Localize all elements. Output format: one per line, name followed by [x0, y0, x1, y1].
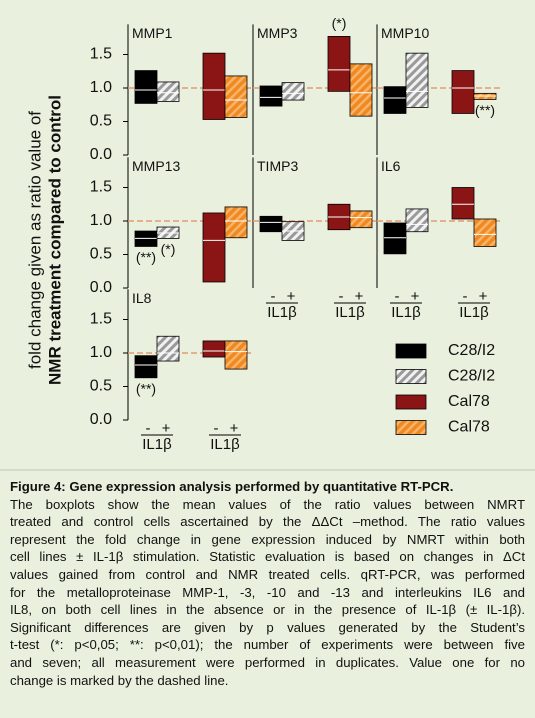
caption: Figure 4: Gene expression analysis perfo…: [10, 478, 525, 689]
box: [405, 208, 429, 233]
annotation: (**): [136, 380, 156, 396]
box: [451, 70, 475, 114]
y-tick-label: 0.0: [90, 279, 112, 296]
caption-line: for the metalloproteinase MMP-1, -3, -10…: [10, 584, 525, 600]
y-tick-label: 0.0: [90, 411, 112, 428]
y-tick-label: 0.5: [90, 246, 112, 263]
caption-line: t-test (*: p<0,05; **: p<0,01); the numb…: [10, 637, 525, 653]
box: [259, 85, 283, 107]
y-tick-label: 1.0: [90, 79, 112, 96]
caption-line: represent the fold change in gene expres…: [10, 531, 525, 547]
panel-title: MMP13: [132, 158, 180, 174]
legend-swatch: [395, 394, 427, 410]
annotation: (*): [332, 15, 347, 31]
x-label: +: [355, 288, 364, 305]
y-tick-label: 1.5: [90, 46, 112, 63]
x-label: +: [479, 288, 488, 305]
x-label: +: [230, 420, 239, 437]
caption-line: values gained from control and NMR treat…: [10, 566, 525, 582]
figure: fold change given as ratio value of NMR …: [0, 15, 535, 471]
box: [349, 63, 373, 117]
y-tick-label: 0.5: [90, 113, 112, 130]
panel-title: IL6: [381, 158, 401, 174]
legend-label: C28/I2: [448, 342, 495, 359]
box: [224, 340, 248, 370]
caption-line: Significant differences are given by p v…: [10, 619, 525, 635]
legend-swatch: [395, 369, 427, 384]
y-tick-label: 0.5: [90, 378, 112, 395]
y-axis-label: NMR treatment compared to control: [45, 95, 64, 385]
y-tick-label: 1.5: [90, 179, 112, 196]
box: [224, 75, 248, 118]
box: [202, 52, 226, 120]
legend-label: Cal78: [448, 419, 490, 436]
x-label: IL1β: [267, 304, 297, 321]
box: [383, 86, 407, 114]
panel-title: MMP1: [132, 25, 173, 41]
y-tick-label: 1.0: [90, 212, 112, 229]
box: [156, 335, 180, 362]
y-tick-label: 0.0: [90, 146, 112, 163]
box: [405, 52, 429, 108]
y-axis-label: fold change given as ratio value of: [25, 111, 44, 369]
caption-line: change is marked by the dashed line.: [10, 672, 229, 688]
legend-swatch: [395, 343, 427, 359]
annotation: (*): [161, 241, 176, 257]
x-label: IL1β: [391, 304, 421, 321]
box: [349, 210, 373, 229]
x-label: IL1β: [335, 304, 365, 321]
x-label: -: [214, 420, 219, 437]
box: [451, 187, 475, 220]
box: [156, 81, 180, 102]
x-label: IL1β: [459, 304, 489, 321]
annotation: (**): [475, 102, 495, 118]
box: [202, 212, 226, 283]
y-tick-label: 1.0: [90, 344, 112, 361]
legend-label: C28/I2: [448, 368, 495, 385]
caption-line: and seven; all measurement were performe…: [10, 654, 525, 670]
x-label: -: [463, 288, 468, 305]
caption-title: Figure 4: Gene expression analysis perfo…: [10, 479, 454, 494]
annotation: (**): [136, 249, 156, 265]
box: [224, 206, 248, 239]
x-label: -: [271, 288, 276, 305]
legend-label: Cal78: [448, 393, 490, 410]
caption-line: The boxplots show the mean values of the…: [10, 496, 525, 512]
caption-line: treated and control cells ascertained by…: [10, 514, 525, 530]
box: [134, 355, 158, 379]
x-label: -: [146, 420, 151, 437]
panel-title: MMP10: [381, 25, 429, 41]
y-tick-label: 1.5: [90, 311, 112, 328]
box: [134, 70, 158, 104]
panel-title: MMP3: [257, 25, 298, 41]
caption-line: IL8, on both cell lines in the absence o…: [10, 602, 525, 618]
x-label: +: [162, 420, 171, 437]
box: [473, 218, 497, 247]
box: [383, 222, 407, 255]
x-label: -: [339, 288, 344, 305]
panel-title: TIMP3: [257, 158, 298, 174]
box: [202, 340, 226, 358]
x-label: +: [287, 288, 296, 305]
x-label: IL1β: [142, 436, 172, 453]
box: [259, 215, 283, 233]
box: [327, 36, 351, 92]
legend-swatch: [395, 420, 427, 435]
x-label: +: [411, 288, 420, 305]
caption-line: cell lines ± IL-1β stimulation. Statisti…: [10, 549, 525, 565]
x-label: -: [395, 288, 400, 305]
x-label: IL1β: [210, 436, 240, 453]
panel-title: IL8: [132, 290, 152, 306]
box: [281, 82, 305, 101]
